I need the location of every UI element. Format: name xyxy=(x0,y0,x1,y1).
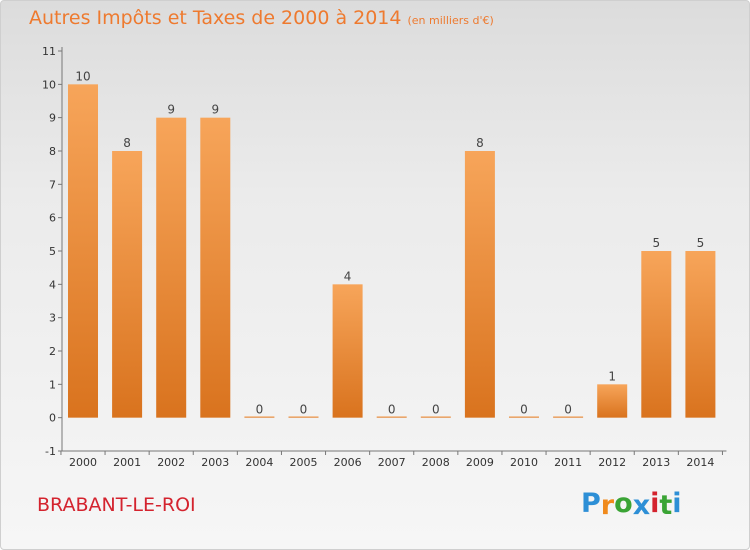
chart-bars xyxy=(68,84,716,418)
bar-2012 xyxy=(597,384,628,418)
logo-letter: i xyxy=(672,488,682,519)
y-tick-label: 7 xyxy=(49,178,56,191)
data-label-2000: 10 xyxy=(75,69,90,83)
bar-2005 xyxy=(288,416,319,418)
y-tick-label: 1 xyxy=(49,378,56,391)
logo-letter: o xyxy=(614,488,633,519)
bar-2002 xyxy=(156,117,187,418)
x-tick-label-2014: 2014 xyxy=(686,456,714,469)
y-tick-label: 9 xyxy=(49,112,56,125)
x-tick-label-2013: 2013 xyxy=(642,456,670,469)
bar-2006 xyxy=(332,284,363,418)
data-label-2003: 9 xyxy=(211,103,219,117)
commune-name: BRABANT-LE-ROI xyxy=(37,494,196,516)
bar-2011 xyxy=(553,416,584,418)
bar-2010 xyxy=(509,416,539,418)
x-tick-label-2004: 2004 xyxy=(245,456,273,469)
data-label-2012: 1 xyxy=(608,369,616,383)
data-label-2006: 4 xyxy=(344,269,352,283)
data-label-2010: 0 xyxy=(520,403,528,417)
x-tick-label-2000: 2000 xyxy=(69,456,97,469)
x-tick-label-2002: 2002 xyxy=(157,456,185,469)
x-tick-label-2003: 2003 xyxy=(201,456,229,469)
logo-letter: x xyxy=(632,490,651,521)
x-tick-label-2010: 2010 xyxy=(510,456,538,469)
bar-2001 xyxy=(112,151,143,418)
y-tick-label: 5 xyxy=(49,245,56,258)
proxiti-logo[interactable]: Proxiti xyxy=(581,488,682,521)
y-tick-label: 2 xyxy=(49,345,56,358)
chart-title-unit: (en milliers d'€) xyxy=(407,14,494,27)
data-label-2007: 0 xyxy=(388,403,396,417)
data-label-2008: 0 xyxy=(432,403,440,417)
x-tick-label-2007: 2007 xyxy=(378,456,406,469)
data-label-2009: 8 xyxy=(476,136,484,150)
logo-letter: r xyxy=(600,490,615,521)
bar-2009 xyxy=(464,151,495,418)
x-tick-label-2005: 2005 xyxy=(290,456,318,469)
bar-2008 xyxy=(420,416,451,418)
chart-title-main: Autres Impôts et Taxes de 2000 à 2014 xyxy=(29,7,402,29)
y-tick-label: 0 xyxy=(49,412,56,425)
chart-labels: 2000102001820029200392004020050200642007… xyxy=(69,69,714,469)
data-label-2011: 0 xyxy=(564,403,572,417)
bar-2014 xyxy=(685,251,716,418)
data-label-2002: 9 xyxy=(167,103,175,117)
y-tick-label: 6 xyxy=(49,212,56,225)
data-label-2004: 0 xyxy=(256,403,264,417)
y-tick-label: 8 xyxy=(49,145,56,158)
logo-letter: i xyxy=(650,488,660,519)
logo-letter: t xyxy=(659,490,673,521)
chart-title: Autres Impôts et Taxes de 2000 à 2014 (en… xyxy=(29,7,494,29)
bar-2003 xyxy=(200,117,231,418)
y-tick-label: 4 xyxy=(49,278,56,291)
bar-2013 xyxy=(641,251,672,418)
y-tick-label: 10 xyxy=(42,78,56,91)
bar-2004 xyxy=(244,416,275,418)
x-tick-label-2001: 2001 xyxy=(113,456,141,469)
data-label-2013: 5 xyxy=(652,236,660,250)
x-tick-label-2009: 2009 xyxy=(466,456,494,469)
x-tick-label-2011: 2011 xyxy=(554,456,582,469)
x-tick-label-2012: 2012 xyxy=(598,456,626,469)
y-tick-label: 3 xyxy=(49,312,56,325)
y-tick-label: 11 xyxy=(42,45,56,58)
data-label-2005: 0 xyxy=(300,403,308,417)
logo-letter: P xyxy=(581,488,601,519)
data-label-2014: 5 xyxy=(697,236,705,250)
bar-2000 xyxy=(68,84,98,418)
x-tick-label-2008: 2008 xyxy=(422,456,450,469)
y-tick-label: -1 xyxy=(45,445,56,458)
x-tick-label-2006: 2006 xyxy=(334,456,362,469)
bar-2007 xyxy=(376,416,407,418)
data-label-2001: 8 xyxy=(123,136,131,150)
